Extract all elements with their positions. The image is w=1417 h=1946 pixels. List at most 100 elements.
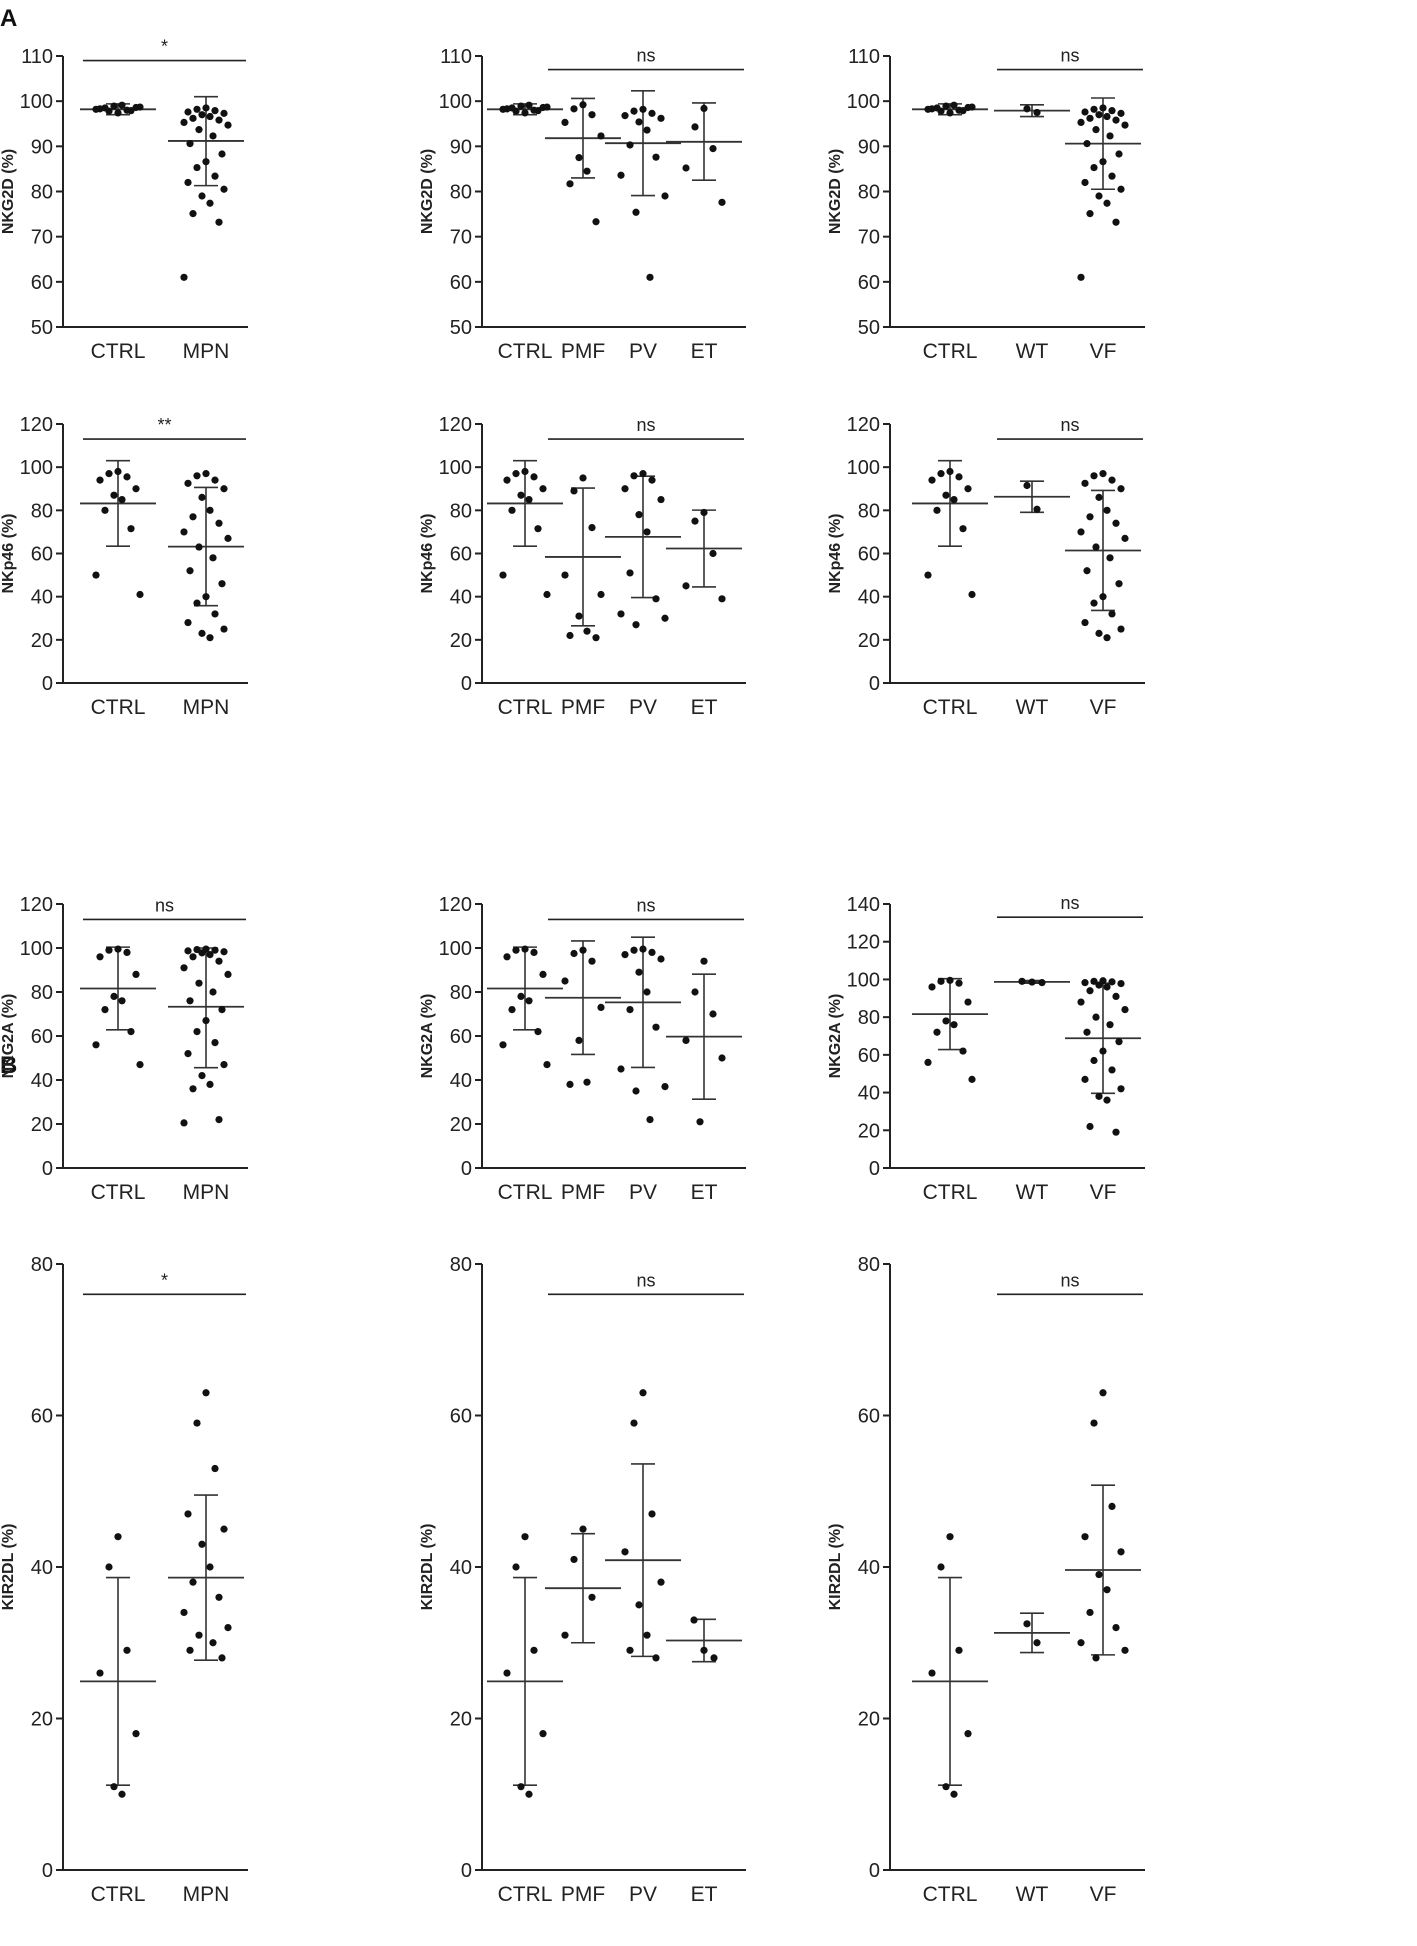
data-point: [198, 1540, 206, 1548]
data-point: [211, 172, 219, 180]
data-point: [1092, 1013, 1100, 1021]
data-point: [661, 192, 669, 200]
data-point: [630, 946, 638, 954]
data-point: [709, 1010, 717, 1018]
y-tick-label: 0: [42, 1158, 53, 1180]
data-point: [646, 1116, 654, 1124]
y-axis-title: NKG2A (%): [827, 994, 844, 1079]
category-label: CTRL: [498, 696, 553, 719]
data-point: [682, 164, 690, 172]
y-tick-label: 120: [20, 894, 53, 916]
data-point: [184, 108, 192, 116]
data-point: [643, 528, 651, 536]
y-tick-label: 20: [858, 1709, 880, 1731]
category-label: MPN: [183, 340, 230, 363]
data-point: [1086, 1608, 1094, 1617]
data-point: [709, 144, 717, 153]
data-point: [211, 1464, 219, 1473]
data-point: [543, 1061, 551, 1069]
data-point: [597, 1003, 605, 1012]
data-point: [588, 957, 596, 965]
data-point: [96, 476, 104, 484]
data-point: [224, 121, 232, 129]
data-point: [566, 180, 574, 188]
data-point: [1095, 629, 1103, 637]
panel-letter-a: A: [0, 5, 17, 32]
data-point: [136, 103, 144, 111]
data-point: [539, 485, 547, 493]
data-point: [626, 1646, 634, 1654]
data-point: [652, 1654, 660, 1662]
data-point: [561, 571, 569, 579]
data-point: [512, 470, 520, 478]
chart-4: 0 20 40 60 80 100 120 NKp46 (%) CTRL MPN **: [0, 414, 248, 719]
y-axis-title: KIR2DL (%): [827, 1524, 844, 1611]
data-point: [700, 104, 708, 112]
data-point: [101, 506, 109, 514]
data-point: [206, 1080, 214, 1088]
data-point: [696, 1118, 704, 1126]
y-tick-label: 0: [42, 673, 53, 695]
data-point: [652, 1023, 660, 1031]
category-label: CTRL: [91, 1883, 146, 1906]
data-point: [1121, 1646, 1129, 1654]
data-point: [1077, 1639, 1085, 1647]
significance-label: ns: [1060, 1270, 1079, 1290]
data-point: [1099, 593, 1107, 601]
data-point: [184, 947, 192, 955]
data-point: [521, 109, 529, 117]
group-wt: [994, 1612, 1070, 1654]
y-tick-label: 60: [31, 1406, 53, 1428]
data-point: [132, 485, 140, 493]
data-point: [1106, 1021, 1114, 1029]
data-point: [508, 104, 516, 112]
data-point: [220, 1525, 228, 1533]
data-point: [597, 590, 605, 599]
category-label: VF: [1090, 340, 1117, 363]
data-point: [1023, 481, 1031, 490]
chart-5: 0 20 40 60 80 100 120 NKp46 (%) CTRL PMF PV ET ns: [419, 414, 746, 719]
y-tick-label: 100: [847, 969, 880, 991]
group-ctrl: [912, 101, 988, 117]
data-point: [588, 1593, 596, 1601]
y-tick-label: 70: [858, 227, 880, 249]
data-point: [643, 126, 651, 134]
data-point: [630, 1419, 638, 1427]
data-point: [1099, 1047, 1107, 1055]
data-point: [1117, 109, 1125, 117]
y-tick-label: 100: [20, 938, 53, 960]
data-point: [218, 1006, 226, 1014]
category-label: CTRL: [923, 340, 978, 363]
y-tick-label: 110: [848, 46, 880, 68]
chart-8: 0 20 40 60 80 100 120 NKG2A (%) CTRL PMF PV ET ns: [419, 894, 746, 1204]
data-point: [114, 1533, 122, 1541]
data-point: [1083, 1028, 1091, 1036]
y-axis-title: NKG2D (%): [419, 149, 436, 234]
data-point: [630, 107, 638, 115]
data-point: [195, 126, 203, 134]
data-point: [661, 614, 669, 622]
data-point: [964, 1730, 972, 1738]
y-tick-label: 80: [450, 500, 472, 522]
data-point: [950, 101, 958, 109]
group-ctrl: [80, 101, 156, 117]
data-point: [639, 470, 647, 478]
data-point: [198, 1072, 206, 1080]
data-point: [202, 470, 210, 478]
category-label: CTRL: [498, 1181, 553, 1204]
data-point: [718, 1054, 726, 1062]
data-point: [512, 1563, 520, 1571]
y-tick-label: 100: [439, 91, 472, 113]
data-point: [110, 992, 118, 1001]
data-point: [220, 485, 228, 493]
data-point: [955, 979, 963, 987]
category-label: PV: [629, 1883, 657, 1906]
data-point: [1103, 1096, 1111, 1104]
data-point: [1090, 163, 1098, 172]
data-point: [1108, 1066, 1116, 1074]
y-tick-label: 70: [450, 227, 472, 249]
data-point: [123, 1646, 131, 1654]
y-tick-label: 0: [461, 1158, 472, 1180]
data-point: [512, 946, 520, 954]
